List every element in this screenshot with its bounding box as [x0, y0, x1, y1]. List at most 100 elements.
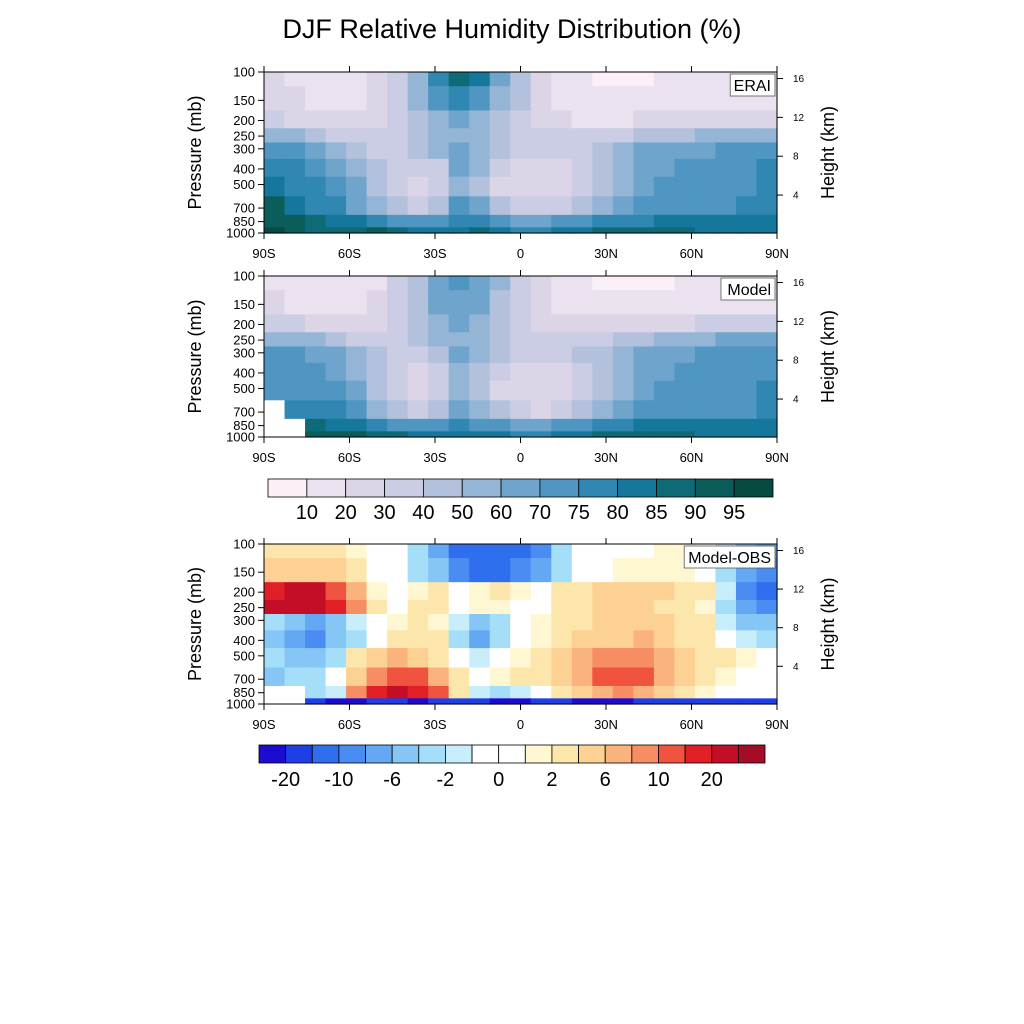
colorbar-label: -20 [271, 769, 300, 791]
x-tick-label: 60S [338, 246, 361, 261]
contour-cell [735, 400, 758, 420]
contour-cell [469, 400, 491, 420]
contour-cell [325, 346, 347, 364]
contour-cell [530, 400, 552, 420]
contour-cell [694, 400, 717, 420]
y-tick-label: 250 [233, 129, 255, 144]
contour-cell [428, 698, 450, 705]
contour-cell [756, 332, 778, 348]
contour-cell [551, 196, 573, 216]
contour-cell [325, 698, 347, 705]
contour-cell [510, 362, 532, 382]
contour-cell [264, 380, 286, 401]
contour-cell [387, 582, 409, 601]
colorbar-2: -20 -10 -6 -2 0 2 6 10 20 [258, 744, 766, 791]
contour-cell [346, 72, 368, 87]
contour-cell [428, 72, 450, 87]
contour-cell [653, 332, 675, 348]
contour-cell [346, 142, 368, 160]
contour-cell [694, 276, 717, 291]
contour-cell [305, 227, 327, 234]
contour-cell [387, 380, 409, 401]
y2-tick-label: 12 [793, 317, 805, 328]
contour-cell [633, 196, 655, 216]
contour-cell [510, 214, 532, 228]
contour-cell [284, 128, 306, 144]
contour-cell [633, 614, 655, 631]
contour-cell [735, 332, 758, 348]
contour-cell [469, 685, 491, 699]
contour-cell [284, 582, 306, 601]
contour-cell [735, 110, 758, 129]
contour-cell [489, 214, 511, 228]
contour-cell [305, 400, 327, 420]
contour-cell [305, 314, 327, 333]
contour-cell [674, 110, 696, 129]
contour-cell [612, 110, 634, 129]
contour-cell [612, 667, 634, 687]
contour-cell [387, 196, 409, 216]
contour-cell [530, 332, 552, 348]
contour-cell [264, 196, 286, 216]
contour-cell [735, 176, 758, 197]
contour-cell [325, 380, 347, 401]
contour-cell [633, 544, 655, 559]
contour-cell [387, 214, 409, 228]
contour-cell [530, 142, 552, 160]
contour-cell [428, 196, 450, 216]
contour-cell [633, 276, 655, 291]
contour-cell [510, 196, 532, 216]
contour-cell [715, 346, 737, 364]
contour-cell [428, 431, 450, 438]
y-tick-label: 400 [233, 161, 255, 176]
contour-cell [284, 400, 306, 420]
y-tick-label: 1000 [226, 226, 255, 241]
contour-cell [653, 346, 675, 364]
contour-cell [551, 400, 573, 420]
contour-cell [346, 431, 368, 438]
contour-cell [305, 276, 327, 291]
contour-cell [264, 214, 286, 228]
contour-cell [448, 214, 470, 228]
y-tick-label: 100 [233, 65, 255, 80]
contour-cell [346, 214, 368, 228]
colorbar-label: 50 [451, 502, 473, 524]
contour-cell [469, 544, 491, 559]
contour-cell [694, 128, 717, 144]
contour-cell [428, 648, 450, 669]
contour-cell [387, 142, 409, 160]
contour-cell [653, 362, 675, 382]
contour-cell [407, 599, 429, 615]
contour-cell [694, 332, 717, 348]
contour-cell [387, 176, 409, 197]
contour-cell [592, 196, 614, 216]
contour-cell [428, 558, 450, 583]
contour-cell [325, 290, 347, 316]
contour-cell [264, 276, 286, 291]
contour-cell [674, 431, 696, 438]
contour-cell [571, 158, 593, 178]
contour-cell [448, 362, 470, 382]
contour-cell [674, 196, 696, 216]
contour-cell [325, 362, 347, 382]
x-tick-label: 60S [338, 450, 361, 465]
contour-cell [571, 380, 593, 401]
contour-cell [592, 599, 614, 615]
contour-cell [366, 332, 388, 348]
contour-cell [694, 72, 717, 87]
contour-cell [264, 290, 286, 316]
x-tick-label: 30N [594, 450, 618, 465]
contour-cell [653, 314, 675, 333]
contour-cell [366, 698, 388, 705]
contour-cell [653, 290, 675, 316]
contour-cell [510, 110, 532, 129]
contour-cell [735, 214, 758, 228]
contour-cell [325, 110, 347, 129]
contour-cell [694, 431, 717, 438]
colorbar-swatch [338, 744, 366, 764]
contour-cell [551, 346, 573, 364]
contour-cell [448, 110, 470, 129]
contour-cell [428, 362, 450, 382]
y-axis-label: Pressure (mb) [185, 95, 205, 209]
contour-cell [694, 648, 717, 669]
